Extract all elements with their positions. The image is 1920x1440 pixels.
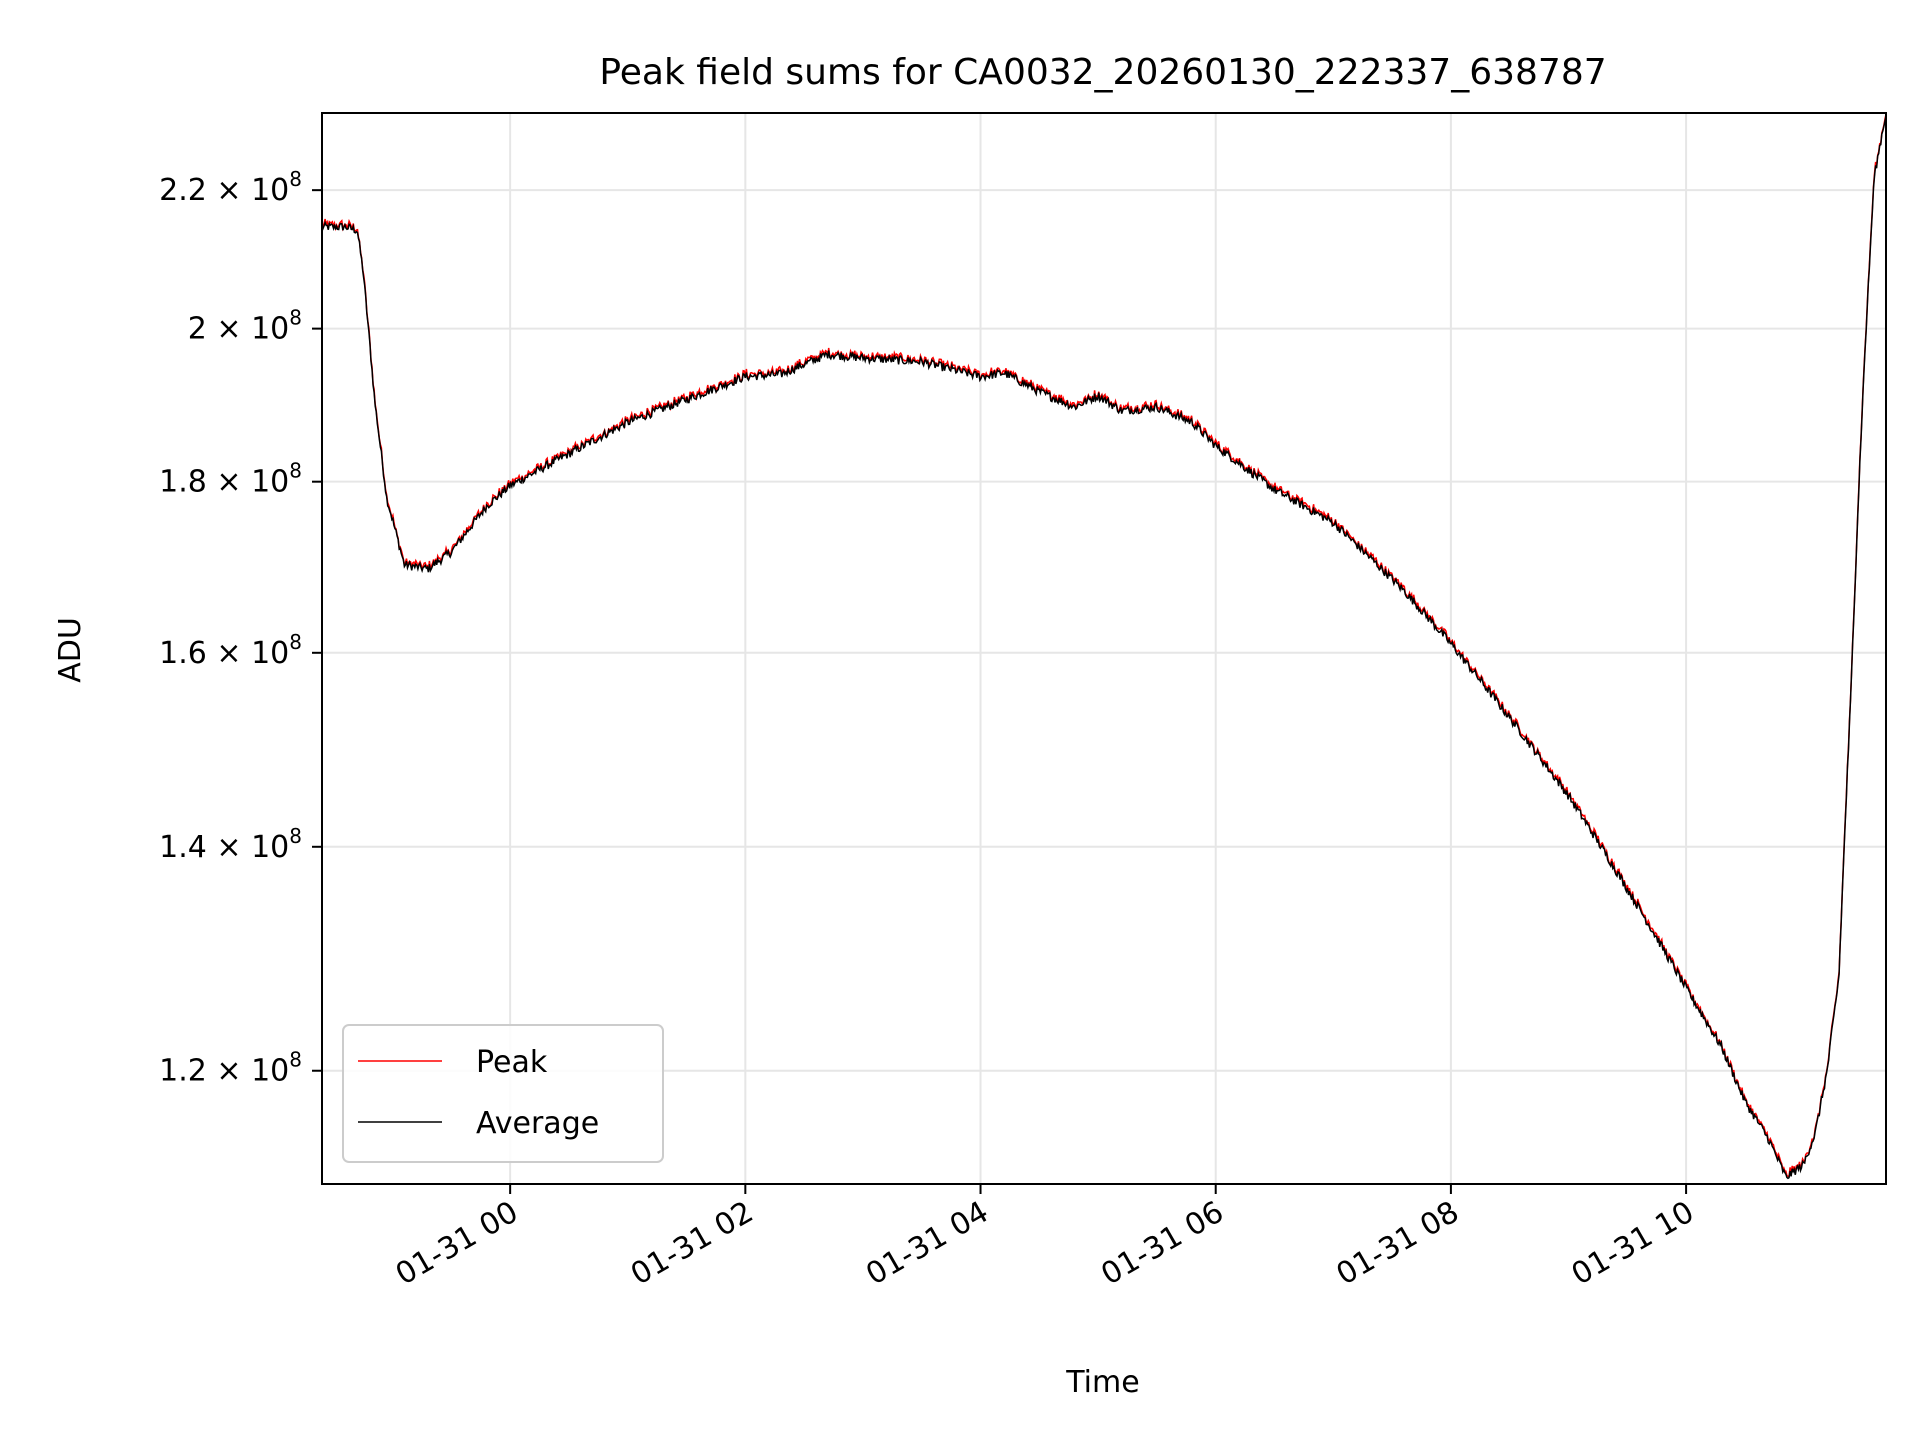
y-tick-label: 1.6 × 108 [159, 630, 302, 671]
y-axis-label: ADU [53, 617, 88, 683]
legend-label-average: Average [476, 1106, 599, 1141]
plot-frame [321, 112, 1887, 1185]
y-tick-label: 1.2 × 108 [159, 1048, 302, 1089]
legend-box [342, 1024, 664, 1163]
y-tick-label: 1.4 × 108 [159, 824, 302, 865]
series [321, 114, 1887, 1180]
x-axis-label: Time [1065, 1365, 1139, 1400]
series-line-average [321, 115, 1887, 1180]
legend: Peak Average [342, 1024, 664, 1163]
legend-label-peak: Peak [476, 1045, 548, 1080]
y-axis-ticks: 1.2 × 108 1.4 × 108 1.6 × 108 1.8 × 108 2 × … [159, 167, 322, 1089]
y-tick-label: 2.2 × 108 [159, 167, 302, 208]
grid [322, 113, 1886, 1184]
y-tick-label: 2 × 108 [188, 306, 302, 347]
chart-title: Peak field sums for CA0032_20260130_2223… [599, 52, 1606, 93]
y-tick-label: 1.8 × 108 [159, 459, 302, 500]
